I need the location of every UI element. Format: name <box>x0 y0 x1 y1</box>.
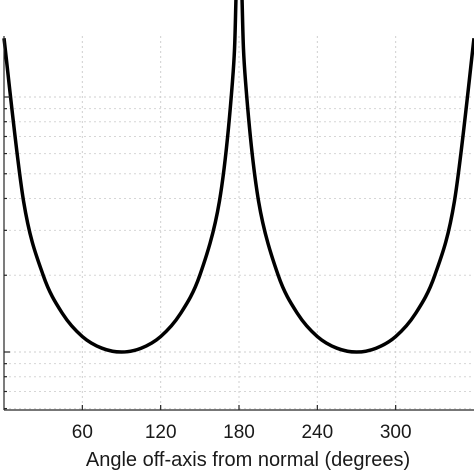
x-axis-label: Angle off-axis from normal (degrees) <box>86 449 410 471</box>
series-lines <box>2 0 474 354</box>
series-line <box>2 0 474 354</box>
x-tick-label: 180 <box>223 422 255 443</box>
grid <box>4 36 474 410</box>
x-tick-label: 120 <box>145 422 177 443</box>
x-tick-label: 240 <box>301 422 333 443</box>
x-ticks: 60 120 180 240 300 <box>72 405 412 443</box>
x-tick-label: 300 <box>380 422 412 443</box>
x-tick-label: 60 <box>72 422 93 443</box>
